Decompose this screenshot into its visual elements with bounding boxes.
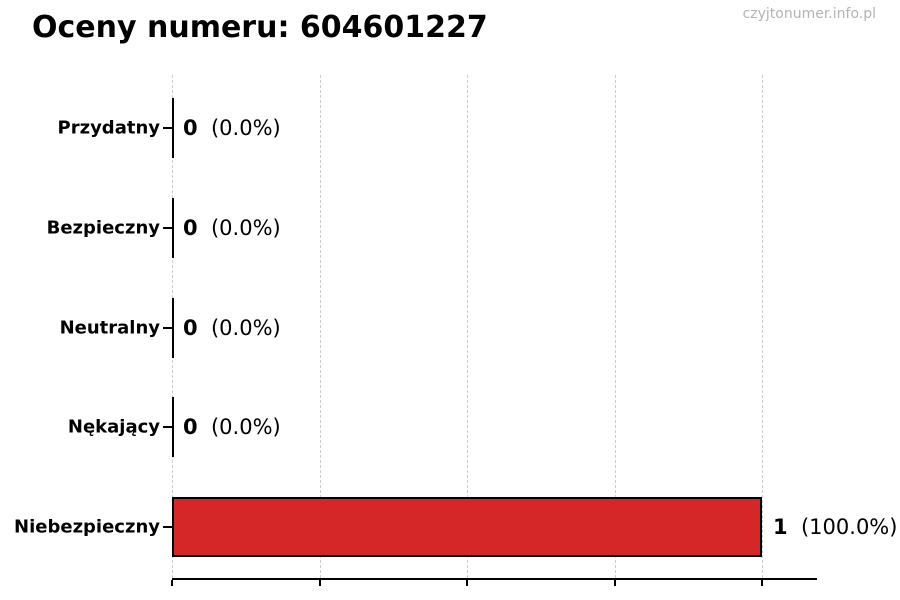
category-label: Bezpieczny (46, 217, 160, 239)
x-axis-tick (171, 580, 173, 586)
value-count: 0 (183, 215, 198, 240)
bar-row-niebezpieczny: Niebezpieczny 1 (100.0%) (14, 497, 897, 557)
bar-row-nękający: Nękający 0 (0.0%) (68, 397, 817, 458)
y-axis-tick (163, 127, 172, 129)
value-count: 0 (183, 315, 198, 340)
zero-bar-nękający (172, 397, 174, 458)
bar-row-przydatny: Przydatny 0 (0.0%) (58, 98, 817, 158)
value-percent: (0.0%) (204, 415, 281, 440)
value-count: 0 (183, 116, 198, 140)
gridline (614, 75, 616, 578)
value-percent: (0.0%) (204, 215, 281, 240)
value-label: 0 (0.0%) (183, 216, 281, 240)
x-axis-tick (613, 580, 616, 586)
chart-title: Oceny numeru: 604601227 (32, 10, 488, 45)
category-label: Neutralny (59, 317, 160, 338)
plot-area: Przydatny 0 (0.0%) Bezpieczny 0 (0.0%) N… (14, 75, 897, 586)
zero-bar-neutralny (172, 297, 174, 358)
value-percent: (0.0%) (204, 315, 281, 340)
x-axis-tick (761, 580, 763, 586)
category-label: Niebezpieczny (14, 516, 160, 538)
y-axis-tick (163, 526, 172, 528)
zero-bar-bezpieczny (172, 197, 174, 258)
watermark-text: czyjtonumer.info.pl (742, 6, 876, 22)
y-axis-tick (163, 326, 172, 329)
category-label: Przydatny (57, 117, 160, 139)
value-percent: (0.0%) (204, 116, 281, 140)
value-label: 0 (0.0%) (183, 316, 281, 340)
bar-row-neutralny: Neutralny 0 (0.0%) (60, 297, 817, 358)
bar-row-bezpieczny: Bezpieczny 0 (0.0%) (47, 197, 817, 258)
value-label: 0 (0.0%) (183, 415, 281, 439)
bar-niebezpieczny (172, 497, 762, 557)
y-axis-tick (163, 226, 172, 229)
y-axis-tick (163, 426, 172, 429)
value-label: 0 (0.0%) (183, 116, 281, 140)
gridline (467, 75, 468, 578)
gridline (762, 75, 763, 578)
value-count: 0 (183, 415, 198, 440)
x-axis-tick (318, 580, 321, 586)
x-axis-tick (466, 580, 468, 586)
x-axis-line (172, 578, 817, 580)
value-percent: (100.0%) (794, 515, 898, 539)
gridline (319, 75, 321, 578)
zero-bar-przydatny (172, 98, 174, 158)
category-label: Nękający (67, 416, 160, 438)
value-count: 1 (773, 515, 788, 539)
value-label: 1 (100.0%) (773, 515, 897, 539)
